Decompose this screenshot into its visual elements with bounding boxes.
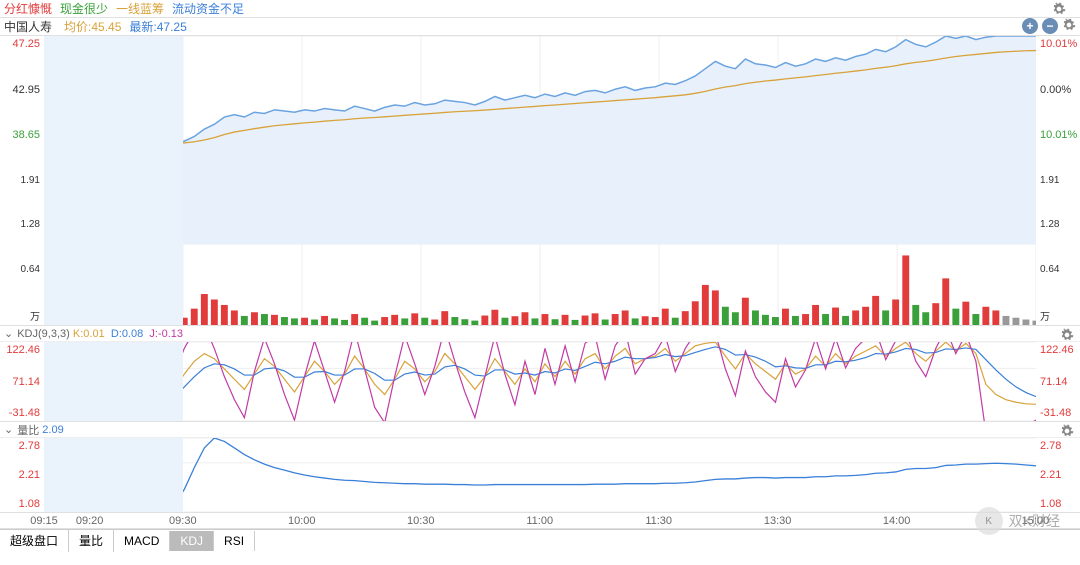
- liangbi-header: ⌄ 量比 2.09: [0, 422, 1080, 438]
- tag-bar: 分红慷慨 现金很少 一线蓝筹 流动资金不足: [0, 0, 1080, 18]
- tab-RSI[interactable]: RSI: [214, 531, 255, 551]
- tab-KDJ[interactable]: KDJ: [170, 531, 214, 551]
- liangbi-chart: [44, 438, 1036, 512]
- price-yaxis-left: 47.2542.9538.651.911.280.64万: [0, 36, 44, 325]
- chevron-down-icon[interactable]: ⌄: [4, 423, 13, 436]
- time-tick: 10:00: [288, 515, 316, 527]
- price-yaxis-right: 10.01%0.00%10.01%1.911.280.64万: [1036, 36, 1080, 325]
- kdj-header: ⌄ KDJ(9,3,3) K:0.01 D:0.08 J:-0.13: [0, 326, 1080, 342]
- time-tick: 09:30: [169, 515, 197, 527]
- tag: 流动资金不足: [172, 0, 244, 17]
- latest-value: 47.25: [157, 20, 187, 34]
- watermark-icon: K: [975, 507, 1003, 535]
- watermark: K 双K财经: [975, 507, 1060, 535]
- tag: 分红慷慨: [4, 0, 52, 17]
- minus-button[interactable]: −: [1042, 18, 1058, 34]
- watermark-text: 双K财经: [1009, 511, 1060, 531]
- kdj-d: 0.08: [122, 328, 143, 340]
- price-chart-panel[interactable]: 47.2542.9538.651.911.280.64万 10.01%0.00%…: [0, 36, 1080, 326]
- tab-超级盘口[interactable]: 超级盘口: [0, 529, 69, 552]
- gear-icon[interactable]: [1052, 2, 1066, 19]
- title-row: 中国人寿 均价: 45.45 最新: 47.25 + −: [0, 18, 1080, 36]
- chevron-down-icon[interactable]: ⌄: [4, 327, 13, 340]
- time-tick: 13:30: [764, 515, 792, 527]
- liangbi-yaxis-left: 2.782.211.08: [0, 438, 44, 512]
- time-tick: 11:00: [526, 515, 553, 527]
- kdj-label: KDJ(9,3,3): [17, 328, 70, 340]
- plus-button[interactable]: +: [1022, 18, 1038, 34]
- liangbi-yaxis-right: 2.782.211.08: [1036, 438, 1080, 512]
- time-tick: 09:20: [76, 515, 104, 527]
- kdj-yaxis-left: 122.4671.14-31.48: [0, 342, 44, 421]
- time-tick: 09:15: [30, 515, 58, 527]
- kdj-yaxis-right: 122.4671.14-31.48: [1036, 342, 1080, 421]
- tag: 现金很少: [60, 0, 108, 17]
- indicator-tabs: 超级盘口量比MACDKDJRSI: [0, 529, 1080, 551]
- tab-MACD[interactable]: MACD: [114, 531, 170, 551]
- avg-value: 45.45: [91, 20, 121, 34]
- tag: 一线蓝筹: [116, 0, 164, 17]
- stock-name: 中国人寿: [4, 18, 52, 35]
- kdj-j: -0.13: [158, 328, 183, 340]
- gear-icon[interactable]: [1062, 18, 1076, 35]
- latest-label: 最新:: [129, 18, 156, 35]
- kdj-k: 0.01: [83, 328, 104, 340]
- time-axis: 09:15 09:20 09:30 10:00 10:30 11:00 11:30 13:30…: [0, 513, 1080, 529]
- kdj-chart: [44, 342, 1036, 421]
- liangbi-panel[interactable]: ⌄ 量比 2.09 2.782.211.08 2.782.211.08: [0, 422, 1080, 513]
- avg-label: 均价:: [64, 18, 91, 35]
- price-chart: [44, 36, 1036, 325]
- time-tick: 14:00: [883, 515, 911, 527]
- liangbi-label: 量比: [17, 422, 39, 438]
- time-tick: 11:30: [645, 515, 672, 527]
- liangbi-value: 2.09: [42, 424, 63, 436]
- tab-量比[interactable]: 量比: [69, 529, 114, 552]
- time-tick: 10:30: [407, 515, 435, 527]
- kdj-panel[interactable]: ⌄ KDJ(9,3,3) K:0.01 D:0.08 J:-0.13 122.4…: [0, 326, 1080, 422]
